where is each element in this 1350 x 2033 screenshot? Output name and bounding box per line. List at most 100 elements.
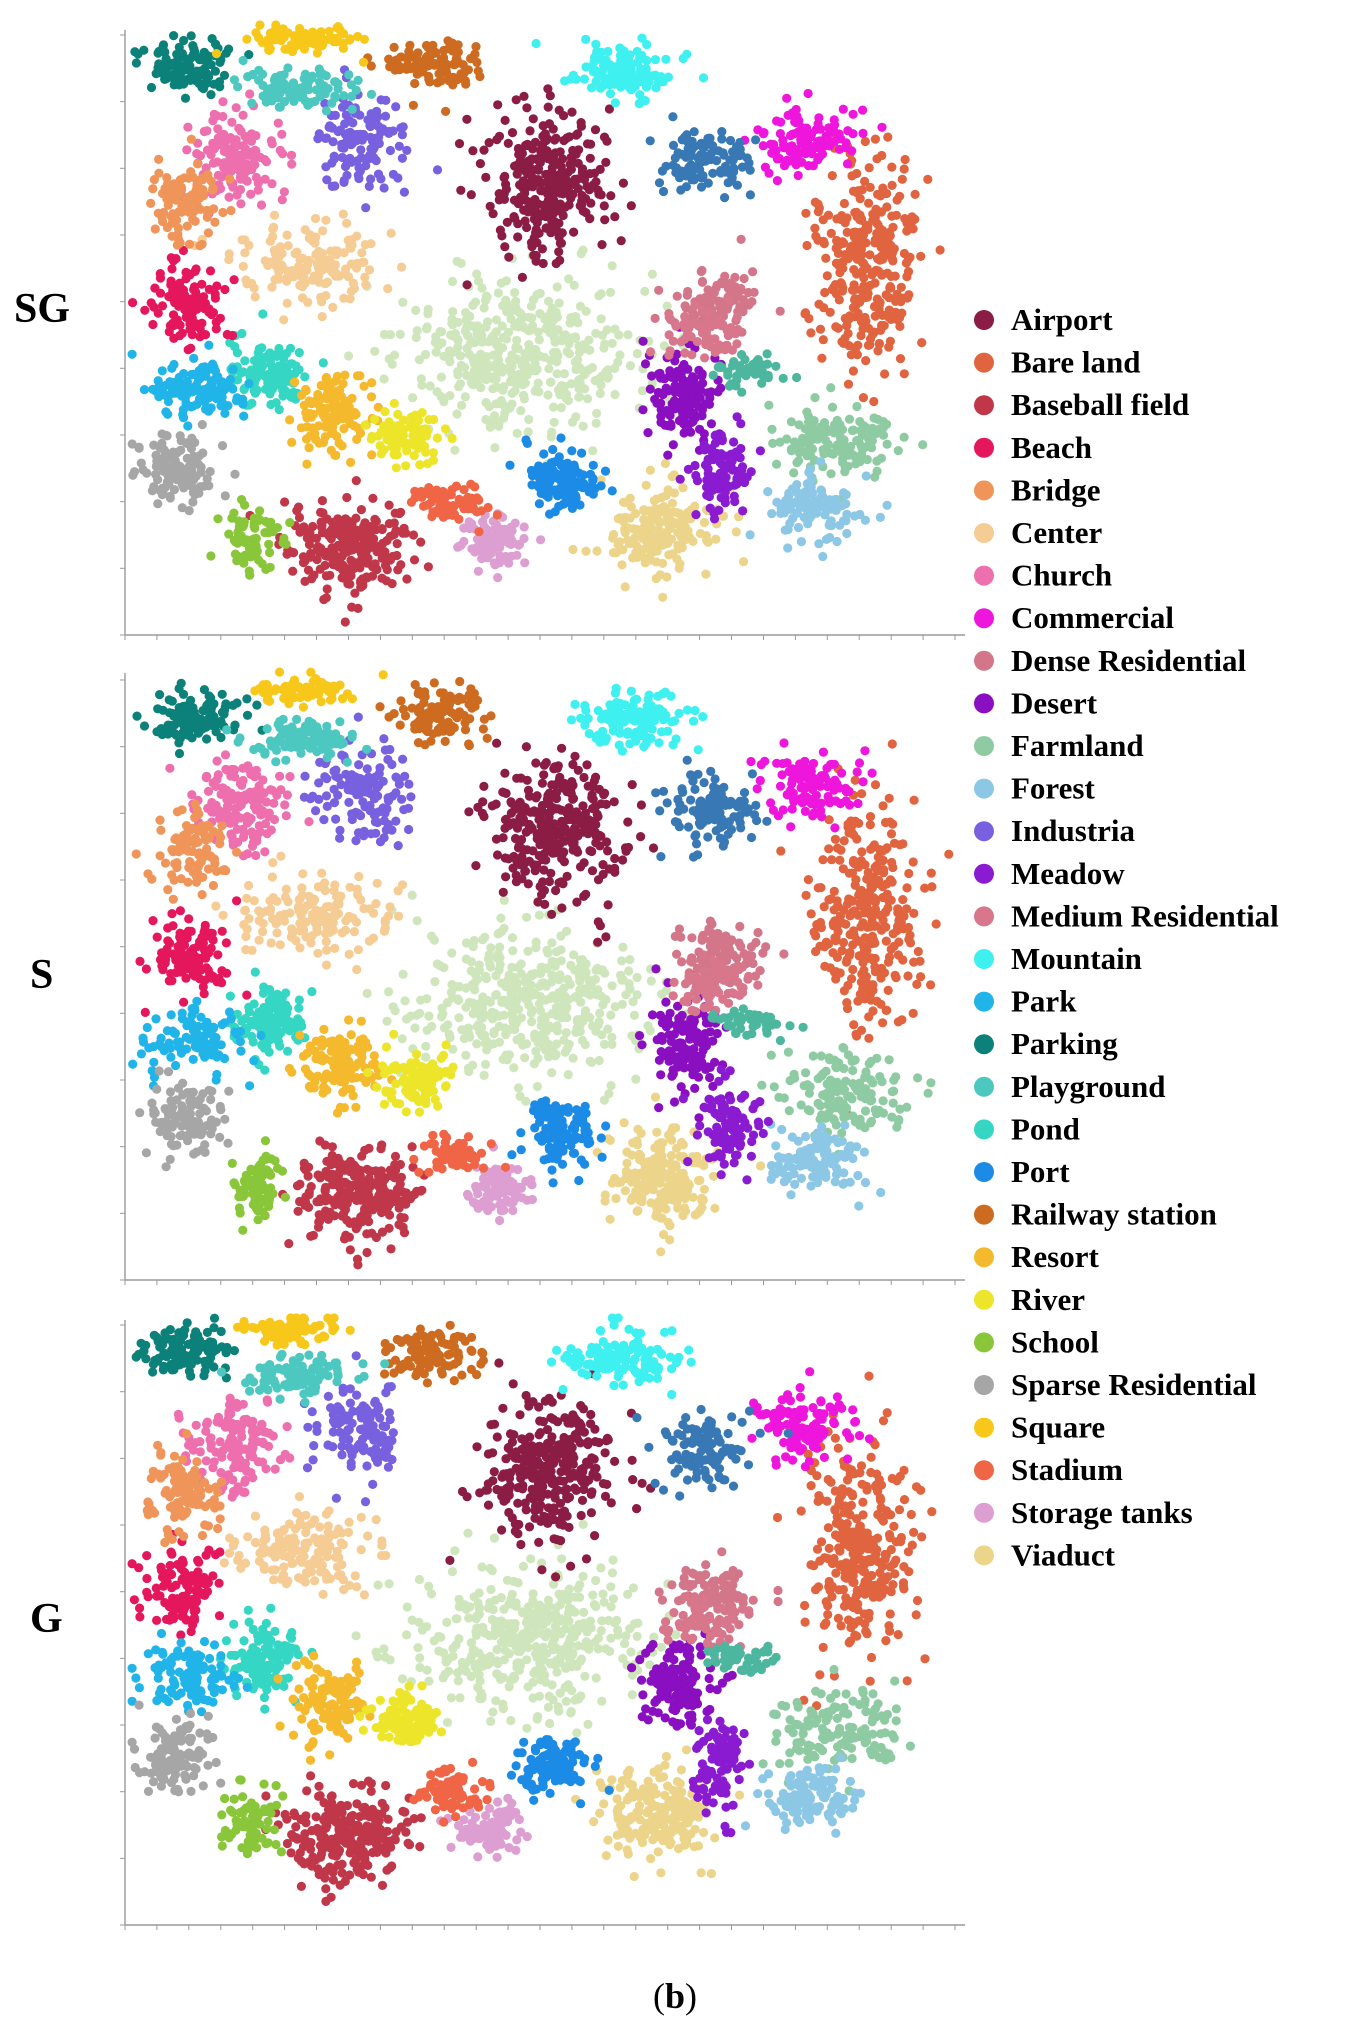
point-cluster-1	[585, 1056, 595, 1066]
point-baseball-field	[299, 522, 309, 532]
point-park	[231, 396, 242, 406]
point-parking	[151, 69, 161, 79]
point-bare-land	[899, 369, 909, 379]
point-bare-land	[837, 280, 847, 290]
point-mountain	[637, 33, 647, 43]
point-cluster-1	[597, 1030, 607, 1040]
point-baseball-field	[315, 564, 325, 574]
point-meadow	[699, 440, 709, 450]
point-cluster-1	[617, 956, 627, 966]
point-industria	[330, 181, 340, 191]
point-viaduct	[669, 517, 679, 528]
point-cluster-1	[491, 990, 501, 1000]
point-church	[231, 103, 241, 113]
point-forest	[785, 504, 796, 514]
point-cluster-1	[657, 989, 667, 999]
point-bare-land	[882, 188, 892, 199]
point-meadow	[721, 472, 731, 482]
point-bare-land	[864, 163, 874, 173]
point-beach	[146, 298, 156, 308]
point-cluster-2	[698, 173, 708, 183]
point-cluster-2	[704, 136, 714, 146]
point-stadium	[470, 482, 480, 492]
point-cluster-1	[421, 1052, 431, 1062]
point-railway-station	[466, 53, 476, 64]
point-cluster-1	[568, 1053, 578, 1063]
point-industria	[361, 203, 371, 213]
point-cluster-1	[395, 329, 405, 339]
point-cluster-1	[450, 329, 460, 339]
point-viaduct	[651, 494, 662, 504]
point-cluster-1	[571, 1027, 581, 1037]
point-baseball-field	[327, 543, 337, 553]
point-sparse-residential	[169, 456, 179, 466]
point-playground	[295, 83, 305, 93]
point-desert	[679, 359, 689, 370]
point-cluster-2	[727, 174, 737, 184]
point-park	[183, 421, 193, 431]
point-cluster-1	[506, 314, 516, 324]
point-commercial	[834, 144, 845, 154]
point-bridge	[206, 176, 216, 186]
point-cluster-1	[535, 309, 545, 319]
point-cluster-1	[453, 994, 463, 1004]
point-church	[277, 195, 287, 205]
point-bare-land	[820, 287, 830, 298]
point-airport	[582, 760, 592, 770]
point-cluster-1	[564, 339, 574, 349]
point-storage-tanks	[484, 541, 494, 551]
point-center	[352, 258, 362, 268]
point-cluster-1	[470, 322, 480, 333]
point-bare-land	[860, 224, 871, 234]
point-cluster-1	[599, 343, 609, 353]
point-cluster-1	[628, 997, 638, 1007]
point-cluster-1	[556, 403, 566, 413]
point-airport	[544, 185, 554, 195]
point-cluster-1	[607, 338, 617, 348]
point-cluster-1	[583, 394, 593, 404]
point-cluster-1	[631, 1074, 641, 1084]
point-playground	[238, 55, 248, 66]
point-forest	[816, 457, 826, 467]
point-parking	[182, 60, 192, 70]
point-airport	[462, 114, 472, 124]
point-cluster-1	[504, 1025, 514, 1035]
point-bridge	[210, 217, 220, 227]
point-commercial	[808, 161, 818, 171]
point-center	[357, 248, 367, 258]
point-cluster-1	[518, 321, 528, 331]
point-cluster-1	[625, 361, 636, 371]
point-parking	[215, 82, 225, 92]
point-bare-land	[902, 272, 912, 282]
point-center	[276, 260, 287, 270]
point-cluster-1	[481, 397, 491, 408]
point-bare-land	[853, 340, 863, 350]
point-mountain	[579, 74, 590, 84]
point-airport	[532, 218, 542, 228]
point-center	[287, 266, 297, 276]
point-bare-land	[902, 226, 912, 236]
point-airport	[576, 121, 587, 131]
point-farmland	[852, 436, 862, 446]
point-meadow	[720, 464, 730, 474]
point-bare-land	[827, 171, 837, 181]
point-mountain	[633, 57, 643, 67]
point-viaduct	[651, 573, 661, 584]
point-airport	[564, 132, 575, 142]
point-farmland	[849, 425, 859, 435]
point-storage-tanks	[486, 549, 496, 559]
point-river	[424, 415, 434, 425]
point-pond	[274, 405, 284, 415]
point-commercial	[803, 88, 813, 99]
point-bridge	[203, 228, 213, 238]
point-industria	[402, 145, 412, 155]
point-desert	[661, 383, 671, 393]
point-mountain	[581, 62, 591, 72]
point-sparse-residential	[220, 491, 230, 501]
point-cluster-1	[503, 327, 514, 337]
point-cluster-1	[481, 414, 491, 425]
point-viaduct	[625, 513, 635, 523]
point-cluster-1	[420, 349, 431, 360]
point-sparse-residential	[188, 497, 198, 507]
point-mountain	[624, 68, 635, 78]
